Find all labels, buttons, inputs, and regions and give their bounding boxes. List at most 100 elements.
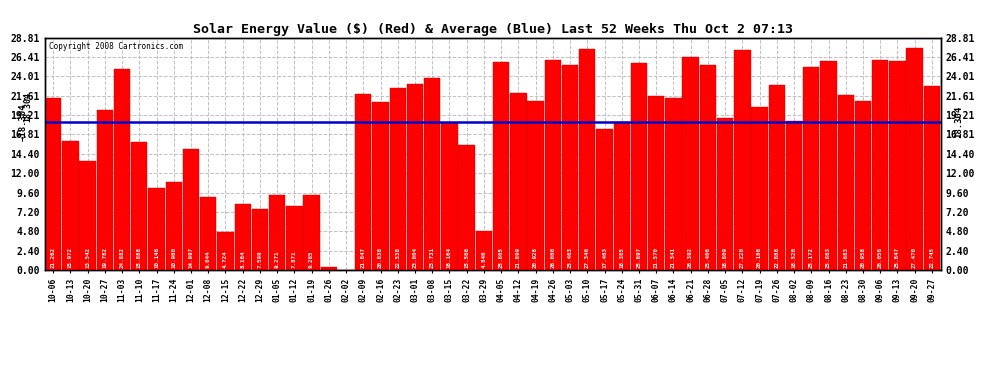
Text: →18.304: →18.304: [19, 104, 28, 141]
Bar: [510, 93, 527, 270]
Bar: [665, 98, 682, 270]
Bar: [97, 110, 113, 270]
Bar: [889, 62, 906, 270]
Text: 24.882: 24.882: [120, 247, 125, 268]
Bar: [165, 182, 182, 270]
Bar: [321, 267, 337, 270]
Text: 20.928: 20.928: [533, 247, 539, 268]
Text: 7.599: 7.599: [257, 251, 262, 268]
Text: 27.470: 27.470: [912, 247, 917, 268]
Bar: [148, 188, 164, 270]
Bar: [200, 197, 217, 270]
Text: 21.341: 21.341: [671, 247, 676, 268]
Bar: [235, 204, 250, 270]
Text: 26.000: 26.000: [550, 247, 555, 268]
Bar: [355, 94, 371, 270]
Bar: [924, 87, 940, 270]
Text: 10.960: 10.960: [171, 247, 176, 268]
Bar: [79, 161, 96, 270]
Bar: [596, 129, 613, 270]
Bar: [682, 57, 699, 270]
Bar: [872, 60, 888, 270]
Bar: [907, 48, 923, 270]
Bar: [269, 195, 285, 270]
Bar: [303, 195, 320, 270]
Text: 21.899: 21.899: [516, 247, 521, 268]
Bar: [768, 85, 785, 270]
Bar: [442, 123, 457, 270]
Bar: [631, 63, 647, 270]
Bar: [854, 101, 871, 270]
Text: 21.683: 21.683: [843, 247, 848, 268]
Text: 10.146: 10.146: [154, 247, 159, 268]
Text: 18.304: 18.304: [954, 106, 963, 138]
Text: 22.538: 22.538: [395, 247, 400, 268]
Text: 25.863: 25.863: [826, 247, 831, 268]
Text: 9.271: 9.271: [274, 251, 279, 268]
Bar: [45, 98, 61, 270]
Text: 27.220: 27.220: [740, 247, 744, 268]
Text: 15.972: 15.972: [68, 247, 73, 268]
Bar: [648, 96, 664, 270]
Text: 25.847: 25.847: [895, 247, 900, 268]
Text: 7.871: 7.871: [292, 251, 297, 268]
Bar: [700, 65, 716, 270]
Text: 19.782: 19.782: [102, 247, 107, 268]
Text: 4.724: 4.724: [223, 251, 228, 268]
Text: 14.997: 14.997: [188, 247, 193, 268]
Text: 18.809: 18.809: [723, 247, 728, 268]
Bar: [717, 118, 734, 270]
Title: Solar Energy Value ($) (Red) & Average (Blue) Last 52 Weeks Thu Oct 2 07:13: Solar Energy Value ($) (Red) & Average (…: [192, 23, 793, 36]
Text: 25.697: 25.697: [637, 247, 642, 268]
Bar: [372, 102, 389, 270]
Bar: [114, 69, 131, 270]
Bar: [458, 145, 475, 270]
Text: 25.805: 25.805: [499, 247, 504, 268]
Text: 18.304: 18.304: [23, 92, 33, 122]
Text: 15.506: 15.506: [464, 247, 469, 268]
Bar: [614, 122, 630, 270]
Text: 21.570: 21.570: [653, 247, 658, 268]
Bar: [390, 88, 406, 270]
Bar: [183, 149, 199, 270]
Text: 20.958: 20.958: [860, 247, 865, 268]
Bar: [217, 232, 234, 270]
Text: Copyright 2008 Cartronics.com: Copyright 2008 Cartronics.com: [50, 42, 183, 51]
Text: 9.265: 9.265: [309, 251, 314, 268]
Text: 21.262: 21.262: [50, 247, 55, 268]
Bar: [751, 107, 768, 270]
Bar: [251, 209, 268, 270]
Text: 20.186: 20.186: [757, 247, 762, 268]
Text: 25.463: 25.463: [567, 247, 572, 268]
Bar: [528, 101, 544, 270]
Text: 26.392: 26.392: [688, 247, 693, 268]
Bar: [476, 231, 492, 270]
Bar: [579, 50, 595, 270]
Bar: [838, 95, 854, 270]
Text: 18.164: 18.164: [446, 247, 452, 268]
Text: 4.846: 4.846: [481, 251, 486, 268]
Text: 23.004: 23.004: [413, 247, 418, 268]
Text: 15.888: 15.888: [137, 247, 142, 268]
Bar: [131, 142, 148, 270]
Bar: [424, 78, 441, 270]
Text: 22.745: 22.745: [930, 247, 935, 268]
Bar: [821, 61, 837, 270]
Bar: [803, 67, 820, 270]
Bar: [493, 62, 509, 270]
Bar: [544, 60, 561, 270]
Bar: [407, 84, 423, 270]
Text: 21.847: 21.847: [360, 247, 365, 268]
Text: 20.838: 20.838: [378, 247, 383, 268]
Text: 26.056: 26.056: [878, 247, 883, 268]
Text: 9.044: 9.044: [206, 251, 211, 268]
Text: 13.542: 13.542: [85, 247, 90, 268]
Text: 27.346: 27.346: [585, 247, 590, 268]
Bar: [735, 50, 750, 270]
Text: 25.172: 25.172: [809, 247, 814, 268]
Bar: [562, 64, 578, 270]
Bar: [62, 141, 78, 270]
Text: 18.520: 18.520: [792, 247, 797, 268]
Text: 22.888: 22.888: [774, 247, 779, 268]
Bar: [286, 207, 303, 270]
